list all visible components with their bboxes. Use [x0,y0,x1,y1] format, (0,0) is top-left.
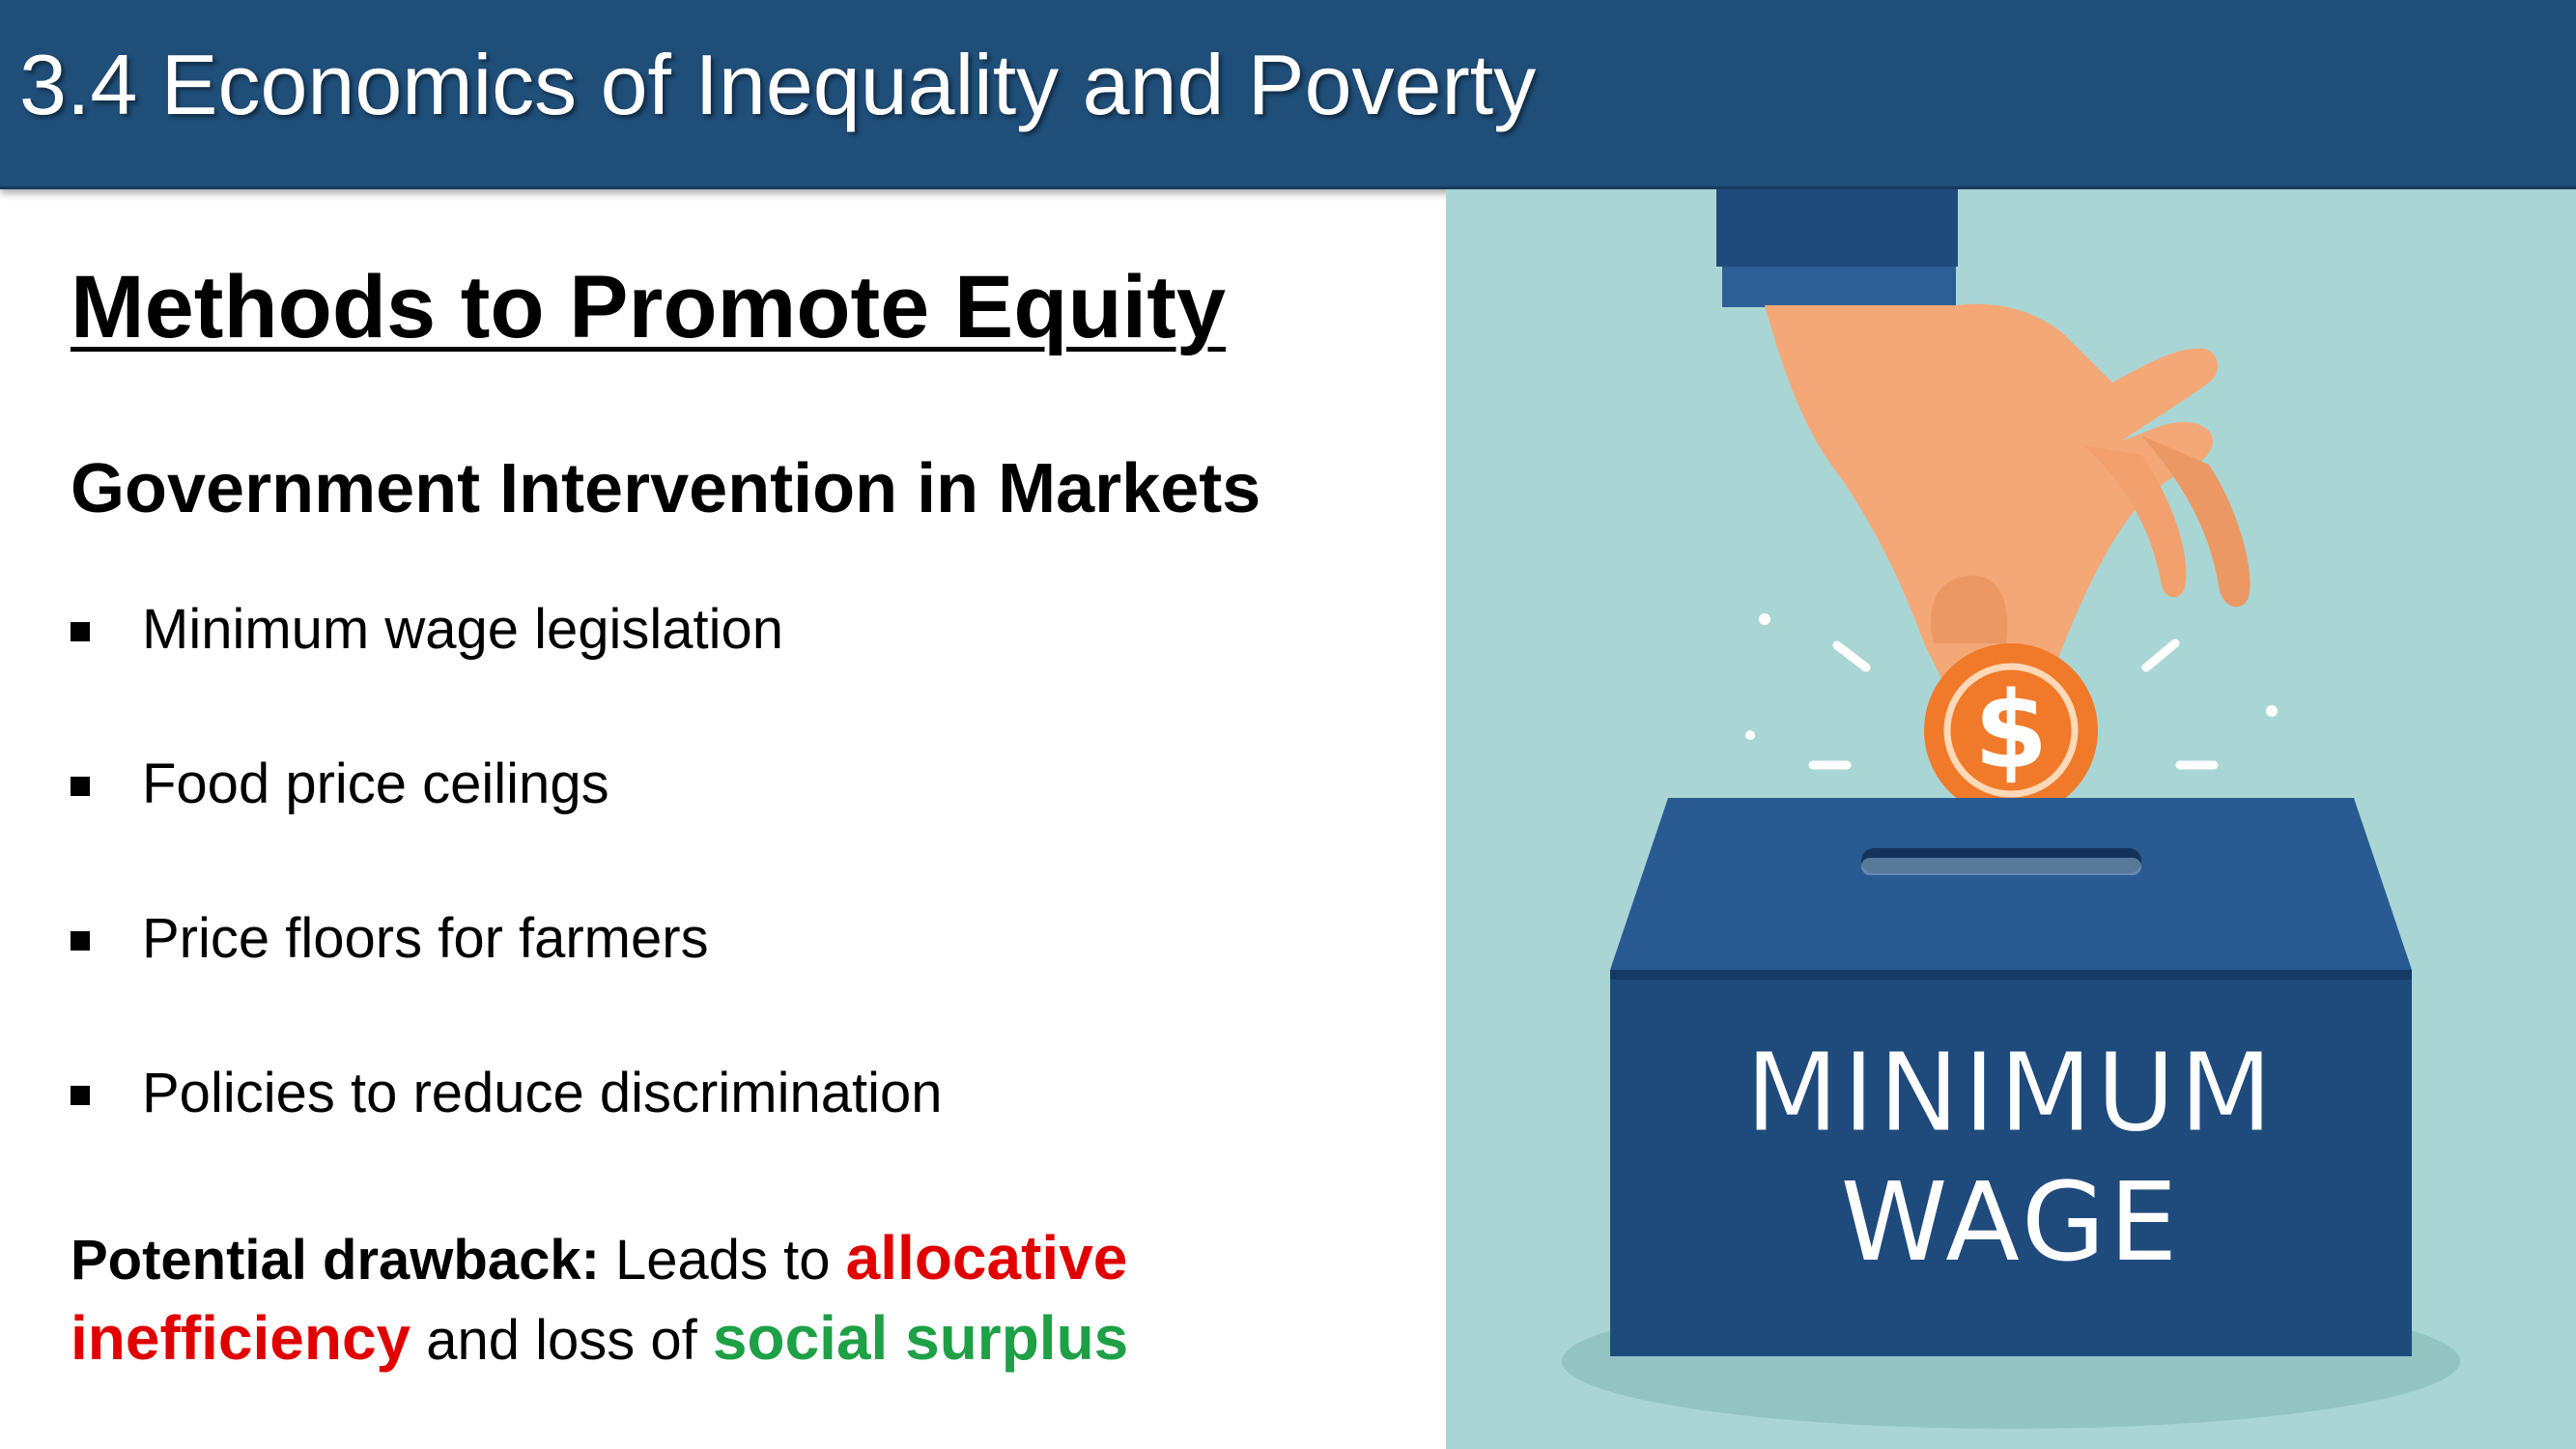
bullet-text: Minimum wage legislation [142,598,784,661]
slide-title: 3.4 Economics of Inequality and Poverty [19,37,1537,132]
bullet-text: Policies to reduce discrimination [142,1062,943,1124]
drawback-text: Leads to [599,1229,846,1292]
bullet-text: Food price ceilings [142,753,609,815]
social-surplus-highlight: social surplus [712,1303,1129,1373]
drawback-text: and loss of [410,1309,713,1372]
coin-icon: $ [1924,643,2098,817]
bullet-list: Minimum wage legislation Food price ceil… [71,599,942,1217]
minimum-wage-illustration: $ MINIMUM WAGE [1446,189,2576,1449]
bullet-item: Policies to reduce discrimination [71,1063,942,1217]
box-label-line2: WAGE [1841,1160,2182,1286]
ballot-box: MINIMUM WAGE [1610,798,2412,1356]
square-bullet-icon [71,931,90,951]
section-heading: Methods to Promote Equity [71,258,1226,356]
dollar-sign: $ [1974,668,2049,792]
sparkle-lines [1808,639,2219,770]
sparkle-dots [1745,613,2278,740]
bullet-text: Price floors for farmers [142,907,709,970]
hand-icon [1765,303,2250,721]
drawback-label: Potential drawback: [71,1229,600,1292]
bullet-item: Price floors for farmers [71,908,942,1063]
sleeve [1716,189,1958,307]
box-label-line1: MINIMUM [1745,1031,2277,1156]
square-bullet-icon [71,777,90,796]
subheading: Government Intervention in Markets [71,450,1261,527]
square-bullet-icon [71,622,90,641]
bullet-item: Minimum wage legislation [71,599,942,753]
square-bullet-icon [71,1086,90,1105]
title-bar: 3.4 Economics of Inequality and Poverty [0,0,2576,189]
drawback-note: Potential drawback: Leads to allocative … [71,1219,1461,1379]
bullet-item: Food price ceilings [71,753,942,908]
ballot-box-illustration: $ MINIMUM WAGE [1446,189,2576,1449]
allocative-inefficiency-highlight: allocative inefficiency [71,1223,1128,1373]
